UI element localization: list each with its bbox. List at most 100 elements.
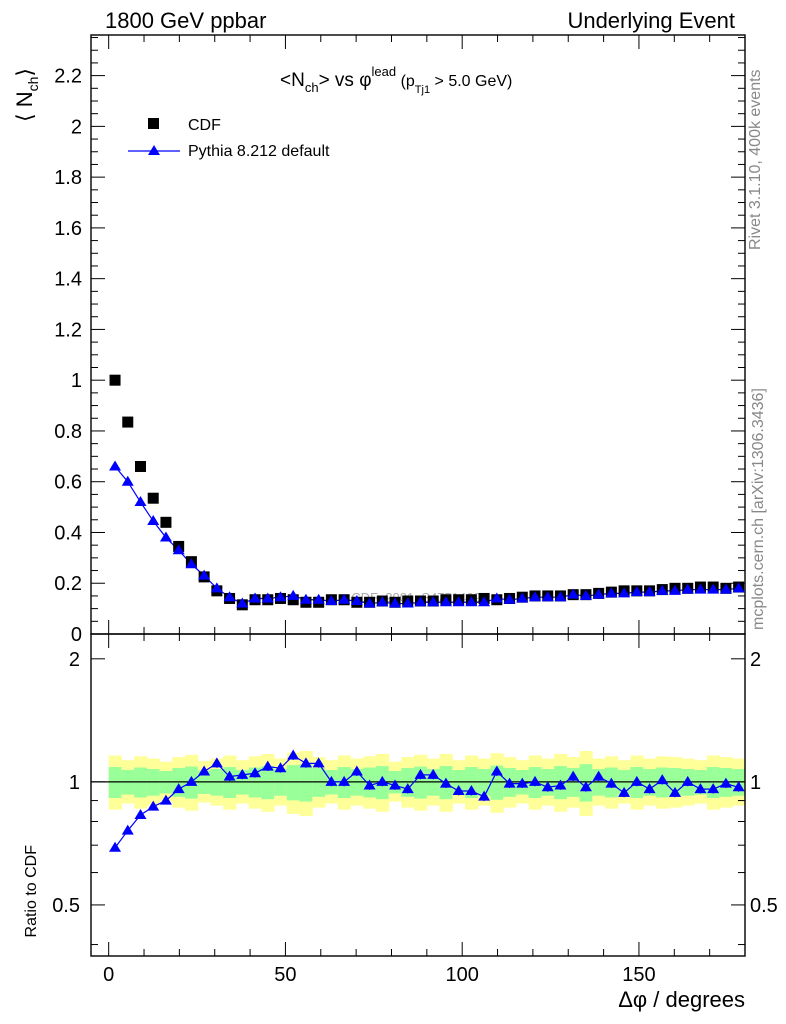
ratio-point bbox=[249, 767, 262, 778]
ratio-point bbox=[478, 790, 491, 801]
ratio-band-inner bbox=[134, 767, 148, 798]
x-tick-label: 50 bbox=[274, 964, 296, 986]
ratio-panel-frame bbox=[90, 633, 746, 957]
ratio-point bbox=[134, 808, 147, 819]
ratio-point bbox=[567, 770, 580, 781]
main-y-tick-label: 2.2 bbox=[54, 66, 82, 88]
pythia-point bbox=[541, 591, 554, 602]
ratio-y-tick-label-right: 2 bbox=[750, 649, 761, 671]
ratio-point bbox=[389, 779, 402, 790]
ratio-y-tick-label: 2 bbox=[69, 649, 80, 671]
ratio-point bbox=[223, 770, 236, 781]
main-y-tick-label: 0.8 bbox=[54, 421, 82, 443]
pythia-point bbox=[287, 589, 300, 600]
ratio-band-inner bbox=[261, 766, 275, 800]
pythia-point bbox=[669, 584, 682, 595]
ratio-point bbox=[707, 783, 720, 794]
ratio-point bbox=[579, 781, 592, 792]
ratio-point bbox=[694, 783, 707, 794]
pythia-point bbox=[719, 583, 732, 594]
ratio-point bbox=[198, 765, 211, 776]
pythia-point bbox=[529, 591, 542, 602]
x-tick-label: 0 bbox=[103, 964, 114, 986]
main-y-tick-label: 1.2 bbox=[54, 319, 82, 341]
pythia-point bbox=[656, 584, 669, 595]
ratio-axis-ticks: 0.5 0.5 1 1 2 2 0 50 100 150 bbox=[52, 634, 778, 986]
pythia-point bbox=[185, 558, 198, 569]
pythia-point bbox=[503, 593, 516, 604]
pythia-point bbox=[618, 587, 631, 598]
ratio-point bbox=[516, 777, 529, 788]
ratio-point bbox=[172, 783, 185, 794]
ratio-point bbox=[719, 777, 732, 788]
main-y-tick-label: 0.2 bbox=[54, 573, 82, 595]
ratio-point bbox=[414, 768, 427, 779]
pythia-point bbox=[312, 593, 325, 604]
ratio-point bbox=[427, 768, 440, 779]
main-y-tick-label: 0.6 bbox=[54, 472, 82, 494]
legend-label-pythia: Pythia 8.212 default bbox=[188, 143, 330, 160]
ratio-point bbox=[541, 781, 554, 792]
legend-label-cdf: CDF bbox=[188, 117, 221, 134]
pythia-point bbox=[427, 596, 440, 607]
pythia-point bbox=[592, 588, 605, 599]
legend-marker-pythia bbox=[148, 145, 160, 155]
pythia-point bbox=[478, 596, 491, 607]
ratio-point bbox=[592, 770, 605, 781]
main-y-tick-label: 2 bbox=[71, 116, 82, 138]
pythia-point bbox=[681, 583, 694, 594]
cdf-point bbox=[122, 416, 134, 428]
main-series bbox=[109, 374, 745, 611]
cdf-point bbox=[109, 374, 121, 386]
ratio-point bbox=[363, 779, 376, 790]
main-y-tick-label: 0.4 bbox=[54, 522, 82, 544]
x-tick-label: 150 bbox=[622, 964, 655, 986]
ratio-point bbox=[121, 824, 134, 835]
ratio-point bbox=[630, 775, 643, 786]
ratio-point bbox=[261, 760, 274, 771]
pythia-point bbox=[643, 586, 656, 597]
ratio-point bbox=[109, 841, 122, 852]
ratio-band-inner bbox=[299, 764, 313, 802]
pythia-point bbox=[465, 596, 478, 607]
pythia-point bbox=[452, 596, 465, 607]
ratio-band-inner bbox=[286, 765, 301, 801]
main-ylabel: ⟨ Nch⟩ bbox=[12, 68, 41, 122]
pythia-point bbox=[159, 531, 172, 542]
pythia-point bbox=[121, 475, 134, 486]
pythia-point bbox=[363, 597, 376, 608]
ratio-point bbox=[350, 765, 363, 776]
pythia-line bbox=[114, 466, 739, 605]
pythia-point bbox=[605, 587, 618, 598]
ratio-point bbox=[656, 774, 669, 785]
pythia-point bbox=[198, 569, 211, 580]
cdf-point bbox=[160, 516, 172, 528]
ratio-point bbox=[287, 749, 300, 760]
ratio-point bbox=[605, 777, 618, 788]
pythia-point bbox=[401, 597, 414, 608]
ratio-point bbox=[669, 786, 682, 797]
legend: CDF Pythia 8.212 default bbox=[128, 117, 330, 160]
ratio-point bbox=[452, 784, 465, 795]
ratio-point bbox=[147, 800, 160, 811]
header-left: 1800 GeV ppbar bbox=[105, 8, 266, 33]
plot-title: <Nch> vs φlead (pTj1 > 5.0 GeV) bbox=[280, 64, 512, 96]
pythia-point bbox=[732, 582, 745, 593]
pythia-point bbox=[223, 591, 236, 602]
mcplots-label: mcplots.cern.ch [arXiv:1306.3436] bbox=[750, 388, 767, 630]
pythia-point bbox=[579, 589, 592, 600]
pythia-point bbox=[274, 591, 287, 602]
ratio-point bbox=[236, 768, 249, 779]
pythia-point bbox=[210, 582, 223, 593]
ratio-point bbox=[274, 762, 287, 773]
ratio-point bbox=[465, 784, 478, 795]
ratio-point bbox=[185, 775, 198, 786]
pythia-point bbox=[109, 460, 122, 471]
pythia-point bbox=[389, 597, 402, 608]
pythia-point bbox=[249, 592, 262, 603]
main-axis-ticks: 0 0.2 0.4 0.6 0.8 1 1.2 1.4 1.6 1.8 2 2.2 bbox=[54, 35, 746, 646]
cdf-point bbox=[147, 492, 159, 504]
ratio-point bbox=[529, 775, 542, 786]
pythia-point bbox=[134, 496, 147, 507]
main-y-tick-label: 1.8 bbox=[54, 167, 82, 189]
